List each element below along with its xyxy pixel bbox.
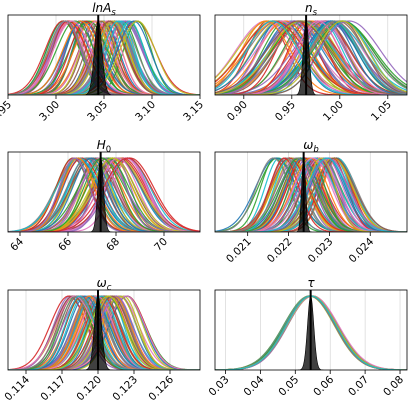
series-curve (215, 20, 407, 95)
x-tick-label: 3.00 (37, 99, 62, 124)
x-tick-label: 68 (104, 236, 122, 254)
x-tick-label: 0.123 (110, 374, 140, 404)
x-tick-label: 0.03 (207, 374, 232, 399)
x-tick-label: 70 (152, 236, 170, 254)
x-tick-label: 0.120 (74, 374, 104, 404)
x-tick-label: 66 (56, 235, 74, 253)
panel-title: lnAs (92, 1, 116, 18)
series-curve (8, 295, 200, 370)
panel-title: τ (307, 276, 315, 290)
x-tick-label: 0.95 (273, 99, 298, 124)
axes-frame (7, 151, 201, 233)
panel-title: ns (305, 1, 318, 18)
series-curve (8, 295, 200, 370)
x-tick-label: 0.90 (225, 99, 250, 124)
panel-lnAs: 2.95 3.00 3.05 3.10 3.15 lnAs (0, 1, 206, 124)
axes-frame (7, 289, 201, 371)
panel-omegac: 0.114 0.117 0.120 0.123 0.126 ωc (2, 276, 201, 404)
series-curve (8, 20, 200, 95)
x-tick-label: 3.10 (133, 99, 158, 124)
x-tick-label: 0.023 (306, 236, 336, 266)
series-curve (8, 20, 200, 95)
panel-omegab: 0.021 0.022 0.023 0.024 ωb (214, 138, 408, 266)
x-tick-label: 0.04 (241, 373, 266, 398)
x-tick-label: 0.114 (2, 373, 32, 403)
axes-frame (214, 14, 408, 96)
panel-H0: 64 66 68 70 H0 (7, 138, 201, 254)
x-tick-label: 2.95 (0, 99, 14, 124)
panel-ns: 0.90 0.95 1.00 1.05 ns (214, 1, 408, 124)
x-tick-label: 0.08 (381, 374, 406, 399)
x-tick-label: 1.00 (321, 99, 346, 124)
x-tick-label: 0.117 (38, 374, 68, 404)
series-curve (215, 157, 407, 232)
series-curve (215, 157, 407, 232)
x-tick-label: 0.07 (346, 374, 371, 399)
series-curve (215, 157, 407, 232)
series-curve (215, 157, 407, 232)
series-curve (8, 295, 200, 370)
x-tick-label: 0.126 (146, 373, 176, 403)
axes-frame (214, 289, 408, 371)
x-tick-label: 1.05 (369, 99, 394, 124)
panel-tau: 0.03 0.04 0.05 0.06 0.07 0.08 τ (207, 276, 408, 399)
x-tick-label: 0.022 (265, 236, 295, 266)
series-curve (8, 20, 200, 95)
x-tick-label: 0.024 (347, 235, 377, 265)
series-curve (8, 295, 200, 370)
series-curve (215, 157, 407, 232)
x-tick-label: 3.15 (181, 99, 206, 124)
series-curve (215, 157, 407, 232)
x-tick-label: 3.05 (85, 99, 110, 124)
axes-frame (214, 151, 408, 233)
panel-title: ωb (303, 138, 318, 155)
x-tick-label: 0.021 (224, 236, 254, 266)
panel-title: H0 (97, 138, 111, 155)
x-tick-label: 0.06 (311, 373, 336, 398)
x-tick-label: 64 (8, 235, 26, 253)
x-tick-label: 0.05 (276, 374, 301, 399)
panel-title: ωc (97, 276, 112, 293)
